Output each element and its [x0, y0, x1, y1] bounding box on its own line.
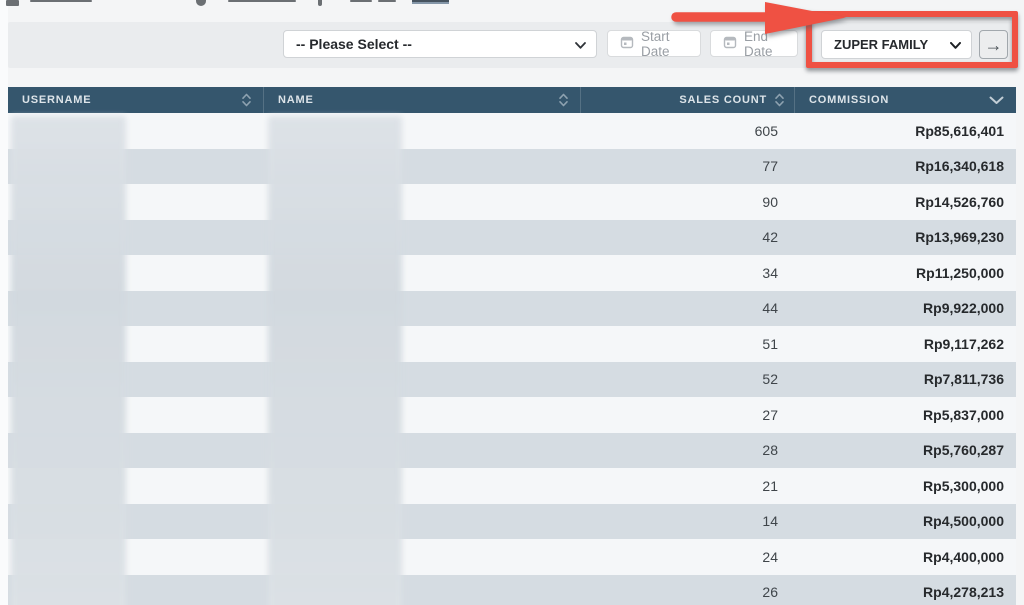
- table-row: 90 Rp14,526,760: [8, 184, 1016, 220]
- commission-cell: Rp16,340,618: [915, 158, 1004, 175]
- table-row: 27 Rp5,837,000: [8, 397, 1016, 433]
- category-select-value: -- Please Select --: [296, 36, 412, 52]
- sales-count-cell: 51: [762, 335, 778, 352]
- table-row: 24 Rp4,400,000: [8, 539, 1016, 575]
- column-header-sales-count[interactable]: SALES COUNT: [580, 87, 794, 113]
- commission-cell: Rp5,300,000: [923, 477, 1004, 494]
- sort-icon: [242, 93, 251, 107]
- sales-count-cell: 24: [762, 548, 778, 565]
- sales-count-cell: 44: [762, 300, 778, 317]
- commission-cell: Rp4,400,000: [923, 548, 1004, 565]
- column-header-username[interactable]: USERNAME: [8, 87, 263, 113]
- table-row: 34 Rp11,250,000: [8, 255, 1016, 291]
- clipped-badge: [412, 0, 449, 4]
- commission-cell: Rp4,278,213: [923, 584, 1004, 601]
- sales-count-cell: 14: [762, 513, 778, 530]
- commission-cell: Rp9,922,000: [923, 300, 1004, 317]
- sort-icon: [775, 93, 784, 107]
- start-date-button[interactable]: Start Date: [607, 28, 701, 59]
- chevron-down-icon: [575, 36, 586, 52]
- table-body: 605 Rp85,616,401 77 Rp16,340,618 90 Rp14…: [8, 113, 1016, 605]
- sales-count-cell: 34: [762, 264, 778, 281]
- table-row: 42 Rp13,969,230: [8, 219, 1016, 255]
- table-row: 51 Rp9,117,262: [8, 326, 1016, 362]
- chevron-down-icon: [989, 96, 1004, 105]
- sales-count-cell: 42: [762, 229, 778, 246]
- clipped-heading-text: [0, 0, 1024, 8]
- commission-cell: Rp85,616,401: [915, 122, 1004, 139]
- column-label: NAME: [278, 94, 314, 106]
- table-header-row: USERNAME NAME SALES COUNT COMMISSION: [8, 87, 1016, 113]
- end-date-label: End Date: [744, 28, 773, 59]
- category-select[interactable]: -- Please Select --: [283, 30, 597, 58]
- sales-table: USERNAME NAME SALES COUNT COMMISSION: [8, 87, 1016, 605]
- column-label: COMMISSION: [809, 94, 890, 106]
- table-row: 14 Rp4,500,000: [8, 503, 1016, 539]
- sales-count-cell: 21: [762, 477, 778, 494]
- page-left-margin: [0, 0, 8, 605]
- sales-count-cell: 77: [762, 158, 778, 175]
- table-row: 52 Rp7,811,736: [8, 361, 1016, 397]
- table-row: 26 Rp4,278,213: [8, 574, 1016, 605]
- commission-cell: Rp7,811,736: [923, 371, 1004, 388]
- sales-count-cell: 52: [762, 371, 778, 388]
- table-row: 21 Rp5,300,000: [8, 468, 1016, 504]
- column-label: USERNAME: [22, 94, 92, 106]
- commission-cell: Rp9,117,262: [923, 335, 1004, 352]
- sales-count-cell: 27: [762, 406, 778, 423]
- end-date-button[interactable]: End Date: [710, 28, 798, 59]
- column-label: SALES COUNT: [679, 94, 767, 106]
- commission-cell: Rp5,760,287: [923, 442, 1004, 459]
- start-date-label: Start Date: [641, 28, 670, 59]
- table-row: 28 Rp5,760,287: [8, 432, 1016, 468]
- chevron-down-icon: [950, 37, 961, 52]
- commission-cell: Rp14,526,760: [915, 193, 1004, 210]
- calendar-icon: [723, 35, 737, 52]
- team-select[interactable]: ZUPER FAMILY: [821, 30, 972, 59]
- team-select-value: ZUPER FAMILY: [834, 37, 929, 52]
- column-header-name[interactable]: NAME: [263, 87, 580, 113]
- commission-cell: Rp4,500,000: [923, 513, 1004, 530]
- sales-count-cell: 90: [762, 193, 778, 210]
- right-arrow-icon: →: [984, 34, 1003, 55]
- sales-count-cell: 28: [762, 442, 778, 459]
- commission-cell: Rp5,837,000: [923, 406, 1004, 423]
- column-header-commission[interactable]: COMMISSION: [794, 87, 1016, 113]
- commission-cell: Rp13,969,230: [915, 229, 1004, 246]
- sales-count-cell: 26: [762, 584, 778, 601]
- sort-icon: [559, 93, 568, 107]
- calendar-icon: [620, 35, 634, 52]
- commission-cell: Rp11,250,000: [916, 264, 1004, 281]
- sales-count-cell: 605: [754, 122, 778, 139]
- table-row: 44 Rp9,922,000: [8, 290, 1016, 326]
- table-row: 77 Rp16,340,618: [8, 148, 1016, 184]
- table-row: 605 Rp85,616,401: [8, 113, 1016, 149]
- submit-button[interactable]: →: [979, 30, 1008, 59]
